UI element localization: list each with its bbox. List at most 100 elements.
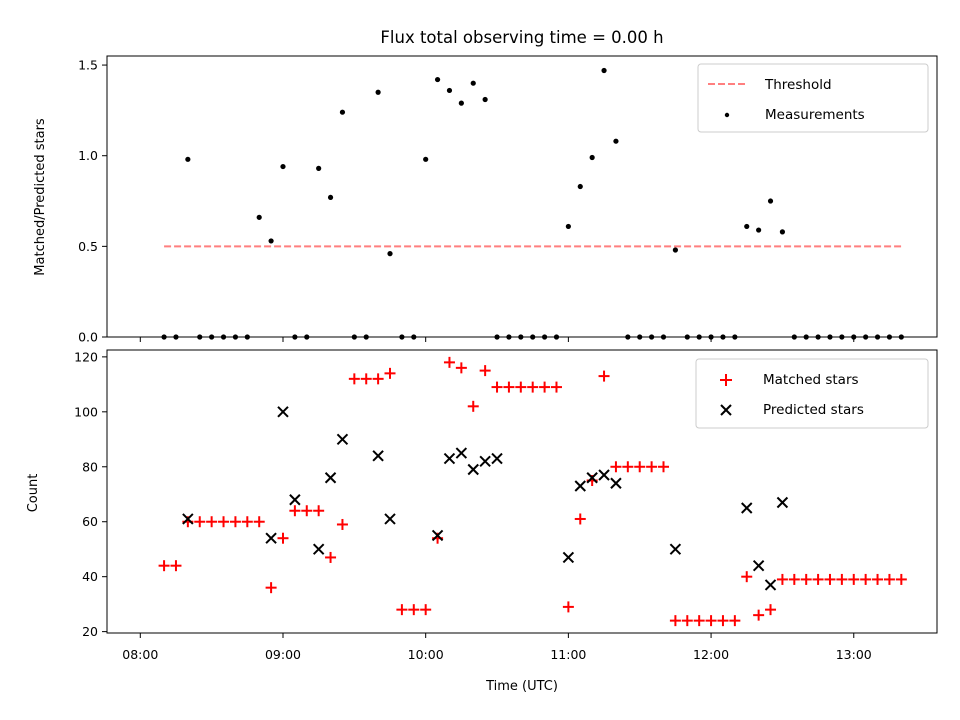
- matched-star-point: [503, 381, 515, 393]
- matched-star-point: [610, 461, 622, 473]
- matched-star-point: [658, 461, 670, 473]
- predicted-star-point: [443, 452, 456, 465]
- matched-legend-label: Matched stars: [763, 372, 859, 388]
- predicted-star-point: [610, 477, 622, 489]
- predicted-star-point: [479, 455, 491, 467]
- predicted-star-point: [764, 579, 777, 591]
- predicted-star-point: [455, 447, 468, 459]
- matched-star-point: [289, 505, 301, 517]
- measurement-point: [613, 138, 619, 144]
- predicted-star-point: [289, 494, 301, 506]
- bottom-x-tick-label: 08:00: [122, 647, 158, 662]
- matched-star-point: [420, 604, 432, 616]
- measurement-point: [767, 198, 774, 204]
- measurement-point: [470, 80, 476, 86]
- matched-star-point: [479, 365, 491, 377]
- predicted-star-point: [669, 543, 682, 555]
- matched-star-point: [860, 573, 872, 585]
- measurement-point: [327, 194, 334, 201]
- matched-star-point: [325, 551, 337, 563]
- bottom-legend: Matched stars Predicted stars: [695, 358, 929, 429]
- measurement-point: [577, 183, 583, 190]
- measurement-point: [423, 156, 429, 162]
- bottom-y-tick-label: 80: [82, 459, 98, 474]
- matched-star-point: [265, 582, 277, 594]
- matched-star-point: [408, 604, 420, 616]
- measurement-point: [256, 214, 262, 220]
- matched-star-point: [550, 381, 562, 393]
- matched-star-point: [360, 373, 372, 385]
- bottom-x-tick-label: 10:00: [408, 647, 444, 662]
- predicted-star-point: [467, 463, 479, 476]
- matched-star-point: [646, 461, 658, 473]
- top-y-tick-label: 1.5: [78, 58, 98, 73]
- matched-legend-swatch: [720, 374, 732, 386]
- matched-star-point: [883, 573, 895, 585]
- matched-star-point: [301, 505, 313, 517]
- matched-star-point: [895, 573, 907, 585]
- measurement-point: [458, 100, 464, 106]
- measurement-point: [446, 87, 453, 94]
- matched-star-point: [253, 516, 265, 528]
- measurement-point: [779, 229, 786, 235]
- matched-star-point: [717, 615, 729, 627]
- matched-star-point: [336, 518, 348, 530]
- top-x-axis: [139, 337, 855, 342]
- predicted-star-point: [312, 543, 325, 555]
- threshold-legend-label: Threshold: [764, 77, 832, 93]
- matched-star-point: [277, 532, 289, 544]
- matched-star-point: [681, 615, 693, 627]
- predicted-star-point: [182, 513, 194, 525]
- top-panel: Flux total observing time = 0.00 h 0.00.…: [33, 28, 938, 345]
- predicted-star-point: [752, 559, 765, 572]
- measurement-point: [482, 96, 488, 103]
- bottom-axes-frame: [106, 349, 938, 634]
- matched-star-point: [467, 400, 479, 412]
- matched-star-point: [693, 615, 705, 627]
- bottom-y-tick-label: 60: [82, 514, 98, 529]
- predicted-star-point: [265, 532, 277, 544]
- bottom-y-tick-label: 20: [82, 624, 98, 639]
- measurement-point: [601, 67, 607, 74]
- matched-star-point: [170, 560, 182, 572]
- measurement-point: [434, 76, 441, 83]
- measurement-point: [268, 238, 274, 244]
- matched-star-point: [372, 373, 384, 385]
- predicted-star-point: [384, 513, 396, 525]
- predicted-star-point: [491, 452, 503, 465]
- matched-star-point: [539, 381, 551, 393]
- matched-star-point: [729, 615, 741, 627]
- measurement-point: [375, 89, 381, 95]
- matched-star-point: [776, 573, 788, 585]
- matched-star-point: [313, 505, 325, 517]
- matched-star-point: [396, 604, 408, 616]
- matched-star-point: [194, 516, 206, 528]
- matched-star-point: [348, 373, 360, 385]
- matched-star-point: [598, 370, 610, 382]
- matched-star-point: [384, 367, 396, 379]
- measurements-legend-swatch: [724, 112, 730, 118]
- predicted-star-point: [431, 529, 444, 542]
- top-y-axis: 0.0 0.5 1.0 1.5: [78, 58, 107, 345]
- bottom-legend-box: [695, 358, 929, 429]
- matched-star-point: [158, 560, 170, 572]
- bottom-y-tick-label: 100: [74, 404, 98, 419]
- matched-star-point: [634, 461, 646, 473]
- predicted-star-point: [336, 433, 349, 446]
- predicted-legend-label: Predicted stars: [763, 402, 864, 418]
- bottom-panel: 20 40 60 80 100 120 08:00 09:00 10:00 11:00 12:00…: [26, 349, 938, 694]
- predicted-legend-swatch: [720, 404, 732, 416]
- measurement-point: [185, 156, 191, 162]
- matched-star-point: [206, 516, 218, 528]
- matched-star-point: [562, 601, 574, 613]
- matched-star-point: [527, 381, 539, 393]
- predicted-star-point: [776, 496, 789, 509]
- matched-star-point: [229, 516, 241, 528]
- predicted-star-point: [574, 480, 586, 492]
- measurement-point: [339, 109, 346, 115]
- matched-star-point: [788, 573, 800, 585]
- top-y-tick-label: 0.5: [78, 239, 98, 254]
- bottom-x-tick-label: 11:00: [550, 647, 586, 662]
- measurements-legend-label: Measurements: [765, 107, 865, 123]
